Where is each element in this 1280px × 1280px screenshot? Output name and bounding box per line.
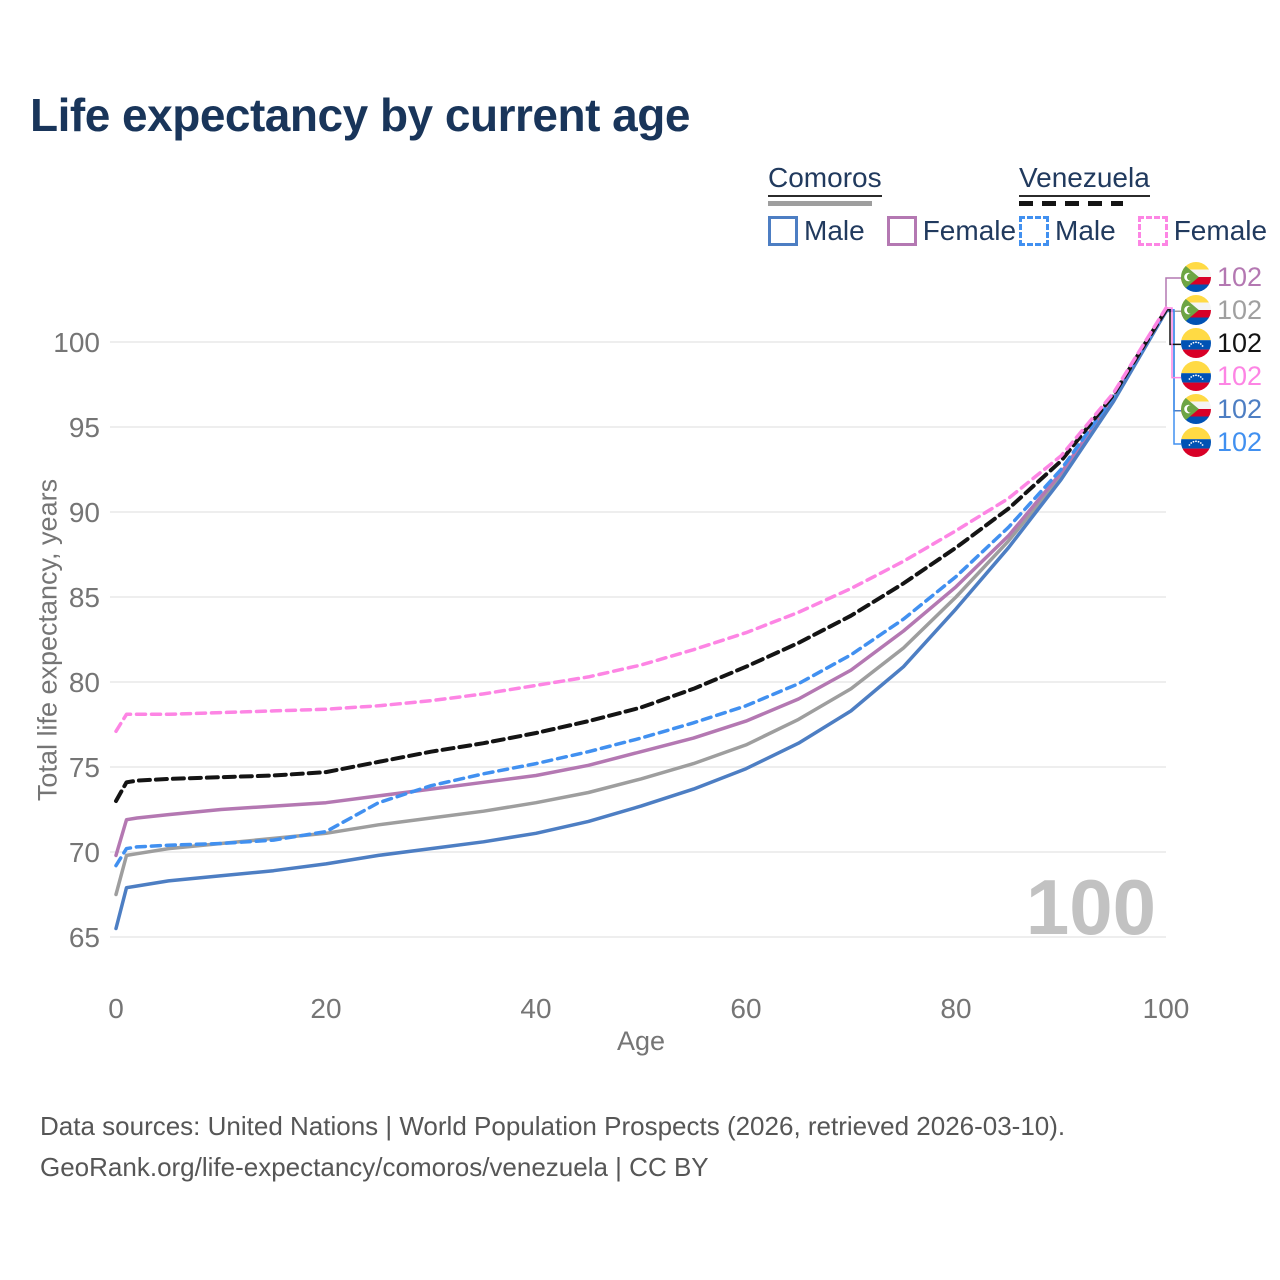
end-value-venezuela-male: 102 [1217, 427, 1263, 457]
legend-item-label: Male [1055, 215, 1116, 246]
end-label-row-venezuela-male: 102 [1181, 427, 1262, 457]
x-tick-label-100: 100 [1143, 993, 1190, 1024]
legend-style-bar-comoros [768, 201, 872, 206]
y-tick-label-85: 85 [69, 582, 100, 613]
age-watermark: 100 [1025, 863, 1156, 951]
legend-country-comoros[interactable]: Comoros [768, 162, 882, 197]
legend-item-venezuela-male[interactable]: Male [1019, 215, 1116, 247]
end-label-row-venezuela-female: 102 [1181, 361, 1262, 391]
series-line-comoros-female [114, 309, 1168, 858]
venezuela-flag-icon [1181, 427, 1211, 457]
legend-item-label: Female [1173, 215, 1268, 246]
legend-group-comoros: Comoros Male Female [768, 162, 1038, 247]
x-tick-label-80: 80 [940, 993, 971, 1024]
x-axis-title: Age [617, 1026, 665, 1056]
y-tick-label-95: 95 [69, 412, 100, 443]
comoros-female-swatch-icon [886, 216, 917, 246]
comoros-flag-icon [1181, 394, 1211, 424]
end-value-venezuela-female: 102 [1217, 361, 1263, 391]
comoros-flag-icon [1181, 295, 1211, 325]
end-label-row-comoros-female: 102 [1181, 262, 1262, 292]
y-tick-label-70: 70 [69, 837, 100, 868]
footer-data-sources: Data sources: United Nations | World Pop… [40, 1111, 1066, 1141]
legend-group-venezuela: Venezuela Male Female [1019, 162, 1280, 247]
end-value-comoros-all: 102 [1217, 295, 1263, 325]
legend-country-venezuela[interactable]: Venezuela [1019, 162, 1150, 197]
venezuela-male-swatch-icon [1019, 216, 1049, 246]
end-value-comoros-female: 102 [1217, 262, 1263, 292]
comoros-male-swatch-icon [768, 216, 798, 246]
y-tick-label-100: 100 [53, 327, 100, 358]
series-line-venezuela-male [114, 307, 1168, 868]
y-tick-label-80: 80 [69, 667, 100, 698]
leader-line-comoros-female [1165, 277, 1181, 312]
y-tick-label-90: 90 [69, 497, 100, 528]
page-title: Life expectancy by current age [30, 89, 690, 141]
end-value-venezuela-all: 102 [1217, 328, 1263, 358]
venezuela-female-swatch-icon [1137, 216, 1168, 246]
legend-item-venezuela-female[interactable]: Female [1137, 215, 1268, 247]
footer-attribution: GeoRank.org/life-expectancy/comoros/vene… [40, 1152, 709, 1182]
end-label-row-comoros-male: 102 [1181, 394, 1262, 424]
x-tick-label-60: 60 [730, 993, 761, 1024]
x-tick-label-0: 0 [108, 993, 124, 1024]
comoros-flag-icon [1181, 262, 1211, 292]
legend-item-comoros-male[interactable]: Male [768, 215, 865, 247]
y-tick-label-65: 65 [69, 922, 100, 953]
series-line-venezuela-all [114, 307, 1168, 803]
x-tick-label-20: 20 [310, 993, 341, 1024]
end-value-comoros-male: 102 [1217, 394, 1263, 424]
end-label-row-comoros-all: 102 [1181, 295, 1262, 325]
footer: Data sources: United Nations | World Pop… [40, 1106, 1065, 1188]
venezuela-flag-icon [1181, 328, 1211, 358]
legend-item-label: Male [804, 215, 865, 246]
leader-line-venezuela-all [1166, 308, 1181, 346]
end-label-row-venezuela-all: 102 [1181, 328, 1262, 358]
leader-line-venezuela-female [1166, 307, 1181, 379]
x-tick-label-40: 40 [520, 993, 551, 1024]
y-tick-label-75: 75 [69, 752, 100, 783]
legend-style-bar-venezuela [1019, 201, 1123, 206]
venezuela-flag-icon [1181, 361, 1211, 391]
life-expectancy-chart: 65 70 75 80 85 90 95 100 0 20 40 60 80 100 Age [53, 277, 1190, 1056]
series-line-comoros-male [114, 309, 1168, 931]
legend-item-comoros-female[interactable]: Female [886, 215, 1017, 247]
legend-item-label: Female [922, 215, 1017, 246]
series-line-venezuela-female [114, 306, 1168, 734]
series-end-labels: 102 102 102 102 102 102 [1181, 262, 1262, 460]
